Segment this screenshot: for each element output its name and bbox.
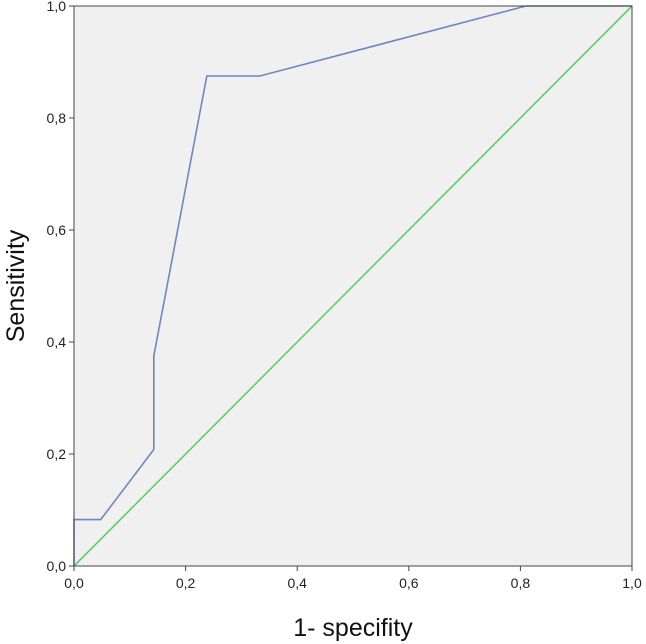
roc-curve xyxy=(73,5,632,566)
y-tick-label: 0,6 xyxy=(47,222,67,238)
y-tick-label: 1,0 xyxy=(47,0,67,14)
ticks-layer: 0,0 0,2 0,4 0,6 0,8 1,0 0,0 0,2 0,4 0,6 0,8 1,0 xyxy=(47,0,642,591)
y-tick-label: 0,0 xyxy=(47,558,67,574)
x-tick-label: 0,6 xyxy=(399,575,419,591)
y-tick-label: 0,4 xyxy=(47,334,67,350)
y-tick-label: 0,2 xyxy=(47,446,67,462)
y-axis-title: Sensitivity xyxy=(2,229,30,342)
x-tick-label: 0,2 xyxy=(176,575,196,591)
y-tick-label: 0,8 xyxy=(47,110,67,126)
reference-line xyxy=(73,5,633,567)
series-layer xyxy=(73,5,633,567)
plot-frame xyxy=(73,5,633,567)
x-tick-label: 1,0 xyxy=(622,575,642,591)
x-tick-label: 0,0 xyxy=(64,575,84,591)
x-tick-label: 0,8 xyxy=(511,575,531,591)
x-axis-title: 1- specifity xyxy=(293,614,413,642)
x-tick-label: 0,4 xyxy=(287,575,307,591)
